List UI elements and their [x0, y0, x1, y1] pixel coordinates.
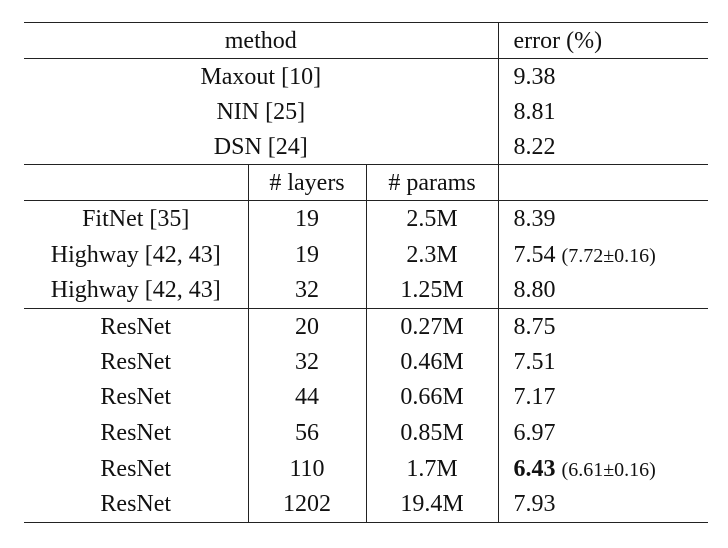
- params-cell: 2.5M: [365, 200, 499, 237]
- error-value: 7.54: [513, 241, 556, 268]
- table-row: ResNet 110 1.7M 6.43 (6.61±0.16): [24, 450, 709, 487]
- method-cell: ResNet: [100, 313, 172, 340]
- error-cell: 8.80: [497, 272, 709, 309]
- params-cell: 19.4M: [365, 486, 499, 523]
- error-cell: 9.38: [497, 58, 709, 94]
- layers-cell: 19: [247, 200, 366, 237]
- params-cell: 0.85M: [365, 415, 499, 451]
- error-cell: 8.75: [497, 308, 709, 345]
- layers-cell: 44: [247, 379, 366, 416]
- params-cell: 0.27M: [365, 308, 499, 345]
- error-value: 8.80: [513, 277, 556, 304]
- params-cell: 1.7M: [365, 450, 499, 487]
- error-value: 9.38: [513, 63, 556, 90]
- table-row: ResNet 32 0.46M 7.51: [24, 344, 709, 380]
- error-cell: 8.81: [497, 94, 709, 129]
- table-row: FitNet [35] 19 2.5M 8.39: [24, 200, 709, 237]
- method-cell: FitNet [35]: [82, 205, 190, 232]
- params-header: # params: [365, 164, 499, 201]
- layers-cell: 56: [247, 415, 366, 451]
- method-cell: ResNet: [100, 348, 172, 375]
- method-cell: Highway [42, 43]: [24, 272, 248, 309]
- method-cell: ResNet: [100, 455, 172, 482]
- layers-cell: 20: [247, 308, 366, 345]
- error-note: (7.72±0.16): [561, 244, 656, 267]
- table-row: Highway [42, 43] 19 2.3M 7.54 (7.72±0.16): [24, 236, 709, 273]
- layers-header: # layers: [247, 164, 366, 201]
- error-cell: 8.39: [497, 200, 709, 237]
- layers-cell: 110: [247, 450, 366, 487]
- layers-cell: 19: [247, 236, 366, 273]
- table-body: method error (%) Maxout [10] 9.38 NIN [25] 8.…: [24, 22, 709, 523]
- error-cell: 6.43 (6.61±0.16): [497, 450, 709, 487]
- table-row: Maxout [10] 9.38: [24, 58, 709, 94]
- params-cell: 0.46M: [365, 344, 499, 380]
- results-table: method error (%) Maxout [10] 9.38 NIN [25] 8.…: [24, 22, 709, 523]
- error-cell: 6.97: [497, 415, 709, 451]
- params-cell: 1.25M: [365, 272, 499, 309]
- layers-cell: 1202: [247, 486, 366, 523]
- table-row: NIN [25] 8.81: [24, 94, 709, 129]
- error-value: 8.39: [513, 205, 556, 232]
- method-cell: Highway [42, 43]: [50, 241, 221, 268]
- table-row: ResNet 44 0.66M 7.17: [24, 379, 709, 416]
- method-header: method: [24, 22, 499, 59]
- error-cell: 7.51: [497, 344, 709, 380]
- error-cell: 7.93: [497, 486, 709, 523]
- method-cell: ResNet: [24, 486, 248, 523]
- table-row: # layers # params: [24, 164, 709, 201]
- error-value: 8.81: [513, 98, 556, 125]
- error-cell: 7.17: [497, 379, 709, 416]
- method-cell: DSN [24]: [24, 129, 499, 165]
- table-row: method error (%): [24, 22, 709, 59]
- error-value: 6.43: [513, 455, 556, 482]
- method-cell: ResNet: [100, 420, 172, 447]
- method-cell: ResNet: [100, 384, 172, 411]
- table-row: Highway [42, 43] 32 1.25M 8.80: [24, 272, 709, 309]
- params-cell: 0.66M: [365, 379, 499, 416]
- error-value: 7.17: [513, 384, 556, 411]
- params-cell: 2.3M: [365, 236, 499, 273]
- method-cell: Maxout [10]: [200, 63, 322, 90]
- table-row: ResNet 20 0.27M 8.75: [24, 308, 709, 345]
- empty-cell: [24, 164, 248, 201]
- error-value: 7.51: [513, 348, 556, 375]
- error-cell: 8.22: [497, 129, 709, 165]
- error-header: error (%): [497, 22, 709, 59]
- error-value: 8.22: [513, 133, 556, 160]
- method-cell: NIN [25]: [216, 98, 306, 125]
- table-row: ResNet 56 0.85M 6.97: [24, 415, 709, 451]
- error-cell: 7.54 (7.72±0.16): [497, 236, 709, 273]
- error-note: (6.61±0.16): [561, 458, 656, 481]
- error-value: 8.75: [513, 313, 556, 340]
- empty-cell: [497, 164, 709, 201]
- table-row: DSN [24] 8.22: [24, 129, 709, 165]
- error-value: 7.93: [513, 491, 556, 518]
- table-row: ResNet 1202 19.4M 7.93: [24, 486, 709, 523]
- error-value: 6.97: [513, 420, 556, 447]
- layers-cell: 32: [247, 344, 366, 380]
- layers-cell: 32: [247, 272, 366, 309]
